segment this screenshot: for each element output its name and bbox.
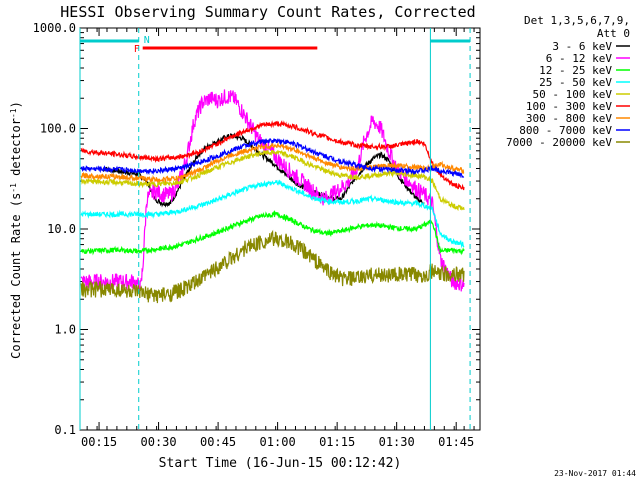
series-line bbox=[80, 229, 465, 304]
y-axis-label-part: detector bbox=[9, 118, 23, 183]
legend-header-line1: Det 1,3,5,6,7,9, bbox=[524, 14, 630, 27]
x-tick-label: 01:30 bbox=[379, 435, 415, 449]
series-line bbox=[80, 149, 465, 212]
series-line bbox=[80, 89, 465, 295]
y-axis: 1000.0 100.0 10.0 1.0 0.1 bbox=[33, 21, 480, 437]
footer-timestamp: 23-Nov-2017 01:44 bbox=[554, 469, 636, 478]
y-axis-label-part: Corrected Count Rate (s bbox=[9, 193, 23, 359]
chart-title: HESSI Observing Summary Count Rates, Cor… bbox=[60, 3, 475, 21]
flare-flag-label: F bbox=[134, 44, 140, 55]
y-axis-label-superscript: -1 bbox=[9, 183, 18, 193]
legend-entry-label: 300 - 800 keV bbox=[526, 112, 612, 125]
x-tick-label: 00:30 bbox=[141, 435, 177, 449]
legend-entry-label: 100 - 300 keV bbox=[526, 100, 612, 113]
y-axis-label-part: ) bbox=[9, 101, 23, 108]
y-tick-label: 1000.0 bbox=[33, 21, 76, 35]
legend-entry-label: 7000 - 20000 keV bbox=[506, 136, 612, 149]
x-tick-label: 01:00 bbox=[260, 435, 296, 449]
y-tick-label: 1.0 bbox=[54, 323, 76, 337]
x-axis: 00:15 00:30 00:45 01:00 01:15 01:30 01:45 bbox=[81, 28, 475, 449]
legend-entry-label: 25 - 50 keV bbox=[539, 76, 612, 89]
x-tick-label: 00:45 bbox=[200, 435, 236, 449]
series-line bbox=[80, 179, 465, 249]
legend-header-line2: Att 0 bbox=[597, 27, 630, 40]
series-line bbox=[80, 138, 465, 179]
x-axis-label: Start Time (16-Jun-15 00:12:42) bbox=[159, 456, 402, 471]
flags-layer: NF bbox=[79, 28, 471, 430]
x-tick-label: 01:15 bbox=[319, 435, 355, 449]
legend-entry-label: 3 - 6 keV bbox=[552, 40, 612, 53]
y-tick-label: 0.1 bbox=[54, 423, 76, 437]
y-axis-label-superscript: -1 bbox=[9, 108, 18, 118]
series-layer bbox=[80, 89, 465, 304]
y-tick-label: 100.0 bbox=[40, 122, 76, 136]
legend-entry-label: 50 - 100 keV bbox=[533, 88, 613, 101]
series-line bbox=[102, 132, 425, 208]
legend-entry-label: 6 - 12 keV bbox=[546, 52, 613, 65]
y-axis-label: Corrected Count Rate (s-1 detector-1) bbox=[9, 101, 24, 359]
plot-border bbox=[79, 27, 481, 431]
series-line bbox=[80, 209, 465, 256]
plot-area bbox=[79, 27, 481, 431]
series-line bbox=[80, 120, 465, 191]
x-tick-label: 00:15 bbox=[81, 435, 117, 449]
legend-entry-label: 12 - 25 keV bbox=[539, 64, 612, 77]
night-flag-label: N bbox=[144, 35, 150, 46]
y-tick-label: 10.0 bbox=[47, 222, 76, 236]
x-tick-label: 01:45 bbox=[438, 435, 474, 449]
legend-entry-label: 800 - 7000 keV bbox=[519, 124, 612, 137]
